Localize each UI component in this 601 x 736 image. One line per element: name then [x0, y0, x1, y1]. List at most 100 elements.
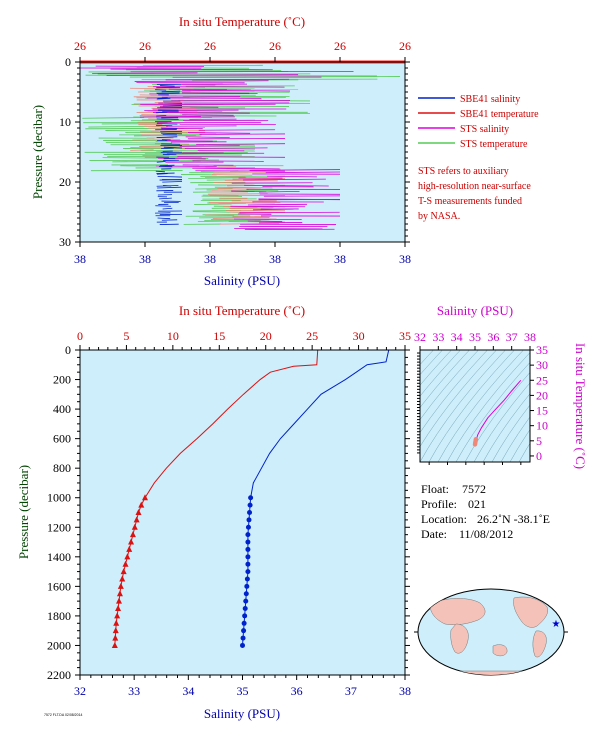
- main-temp-tick-label: 25: [306, 329, 318, 343]
- main-pressure-tick-label: 0: [65, 343, 71, 357]
- salinity-point-marker: [248, 495, 254, 501]
- sts-salinity-trace: [253, 208, 294, 211]
- salinity-point-marker: [241, 628, 247, 634]
- ts-salinity-tick-label: 35: [469, 330, 481, 344]
- salinity-point-marker: [240, 635, 246, 641]
- main-plot-area: [80, 350, 405, 675]
- temperature-point-marker: [113, 619, 120, 626]
- float-location-star-icon: ★: [552, 619, 561, 630]
- top-panel-y-axis-title: Pressure (decibar): [30, 105, 45, 199]
- sts-salinity-trace: [247, 220, 283, 222]
- sts-temperature-trace: [211, 207, 274, 209]
- main-salinity-tick-label: 37: [345, 684, 357, 698]
- sts-temperature-trace: [207, 193, 268, 195]
- temperature-point-marker: [116, 590, 123, 597]
- main-pressure-tick-label: 1800: [47, 609, 71, 623]
- sts-salinity-trace: [187, 132, 251, 134]
- sbe41-salinity-trace: [156, 111, 168, 114]
- main-y-axis-title: Pressure (decibar): [16, 465, 31, 559]
- float-value: 7572: [462, 482, 486, 496]
- top-panel-y-tick-label: 0: [65, 55, 71, 69]
- sbe41-salinity-trace: [156, 136, 178, 138]
- salinity-point-marker: [247, 502, 253, 508]
- location-value: 26.2˚N -38.1˚E: [477, 512, 550, 526]
- ts-density-contour: [420, 350, 461, 397]
- main-profile-panel: 0 5 10 15 20 25 30 35 32 33 34 35 36 37 38 0 200 400 600 80…: [16, 303, 411, 721]
- float-label: Float:: [421, 482, 449, 496]
- sts-salinity-trace: [134, 80, 269, 82]
- ts-density-contour: [500, 416, 530, 462]
- top-panel-top-axis-title: In situ Temperature (˚C): [179, 14, 305, 29]
- main-pressure-tick-label: 400: [53, 402, 71, 416]
- sts-temperature-trace: [89, 159, 219, 161]
- sbe41-salinity-trace: [162, 207, 173, 210]
- sbe41-salinity-trace: [156, 161, 166, 163]
- sts-salinity-trace: [231, 190, 267, 193]
- sts-temperature-trace: [105, 142, 173, 144]
- sts-temperature-trace: [211, 174, 253, 176]
- sbe41-salinity-trace: [161, 132, 183, 135]
- sts-temperature-trace: [214, 186, 273, 189]
- map-north-america: [513, 596, 548, 628]
- temperature-point-marker: [112, 634, 119, 641]
- sbe41-salinity-trace: [155, 170, 165, 173]
- ts-density-contour: [491, 404, 530, 462]
- ts-temp-tick-label: 30: [536, 358, 548, 372]
- ts-diagram-traces: [420, 350, 530, 462]
- temperature-point-marker: [131, 523, 138, 530]
- sts-temperature-trace: [112, 160, 201, 163]
- location-label: Location:: [421, 512, 467, 526]
- sts-salinity-trace: [182, 114, 234, 116]
- sbe41-salinity-trace: [162, 181, 183, 183]
- main-pressure-tick-label: 1000: [47, 491, 71, 505]
- main-pressure-tick-label: 1600: [47, 579, 71, 593]
- sbe41-salinity-trace: [163, 146, 183, 149]
- main-bottom-axis-title: Salinity (PSU): [204, 706, 280, 721]
- sts-salinity-trace: [106, 74, 299, 76]
- ts-temp-tick-label: 25: [536, 373, 548, 387]
- main-pressure-tick-label: 1400: [47, 550, 71, 564]
- main-pressure-tick-label: 2200: [47, 668, 71, 682]
- sts-temperature-trace: [148, 127, 206, 129]
- salinity-point-marker: [247, 510, 253, 515]
- main-pressure-tick-label: 800: [53, 461, 71, 475]
- sbe41-salinity-trace: [156, 173, 168, 175]
- sts-temperature-trace: [218, 202, 246, 205]
- salinity-point-marker: [245, 532, 251, 538]
- temperature-point-marker: [133, 516, 140, 523]
- sts-salinity-trace: [185, 136, 230, 138]
- sts-salinity-trace: [247, 203, 307, 206]
- temperature-point-marker: [128, 538, 135, 545]
- main-salinity-tick-label: 35: [237, 684, 249, 698]
- main-salinity-tick-label: 34: [182, 684, 194, 698]
- sts-salinity-trace: [243, 178, 326, 181]
- main-temp-tick-label: 35: [399, 329, 411, 343]
- top-panel-top-tick-label: 26: [139, 39, 151, 53]
- sts-salinity-trace: [179, 145, 240, 147]
- top-panel-bottom-axis-title: Salinity (PSU): [204, 273, 280, 288]
- sts-temperature-trace: [130, 149, 154, 151]
- temperature-point-marker: [119, 575, 126, 582]
- ts-salinity-tick-label: 36: [487, 330, 499, 344]
- top-panel-bottom-tick-label: 38: [204, 252, 216, 266]
- top-panel-top-tick-label: 26: [269, 39, 281, 53]
- salinity-point-marker: [240, 642, 245, 648]
- ts-density-contour: [518, 442, 530, 462]
- world-map-inset: ★: [414, 588, 568, 676]
- map-greenland: [544, 594, 556, 604]
- salinity-point-marker: [245, 569, 251, 575]
- sts-salinity-trace: [182, 89, 291, 92]
- sts-salinity-trace: [267, 175, 317, 178]
- temperature-point-marker: [129, 531, 136, 538]
- main-pressure-tick-label: 2000: [47, 638, 71, 652]
- ts-temp-tick-label: 0: [536, 449, 542, 463]
- ts-temp-tick-label: 5: [536, 434, 542, 448]
- ts-density-contour: [446, 352, 530, 462]
- sts-salinity-trace: [139, 115, 201, 118]
- temperature-point-marker: [115, 605, 122, 612]
- temperature-point-marker: [120, 568, 127, 575]
- legend-label-sbe41-salinity: SBE41 salinity: [460, 94, 520, 105]
- ts-salinity-tick-label: 33: [432, 330, 444, 344]
